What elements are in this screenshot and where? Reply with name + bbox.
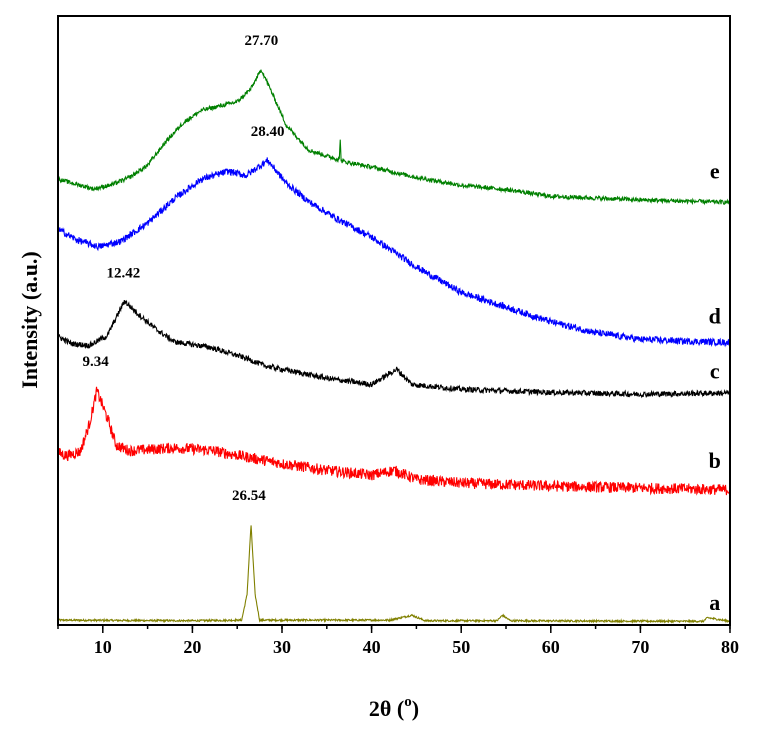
x-tick-label: 70 [631,637,649,657]
series-line-b [57,386,731,496]
series-label-e: e [710,159,720,184]
x-tick-label: 30 [273,637,291,657]
tick-layer: 10 20 30 40 50 60 70 80 [57,625,739,657]
x-tick-label: 10 [94,637,112,657]
series-layer [57,69,731,624]
x-tick-label: 80 [721,637,739,657]
x-tick-label: 20 [183,637,201,657]
annotation-layer: 27.70 28.40 12.42 9.34 26.54 [83,33,285,504]
peak-annotation: 27.70 [245,33,279,49]
peak-annotation: 28.40 [251,124,285,140]
series-label-c: c [710,358,720,383]
plot-frame [57,15,731,626]
series-line-a [57,525,731,624]
peak-annotation: 12.42 [107,265,141,281]
series-label-layer: a b c d e [709,159,721,615]
peak-annotation: 26.54 [232,488,266,504]
series-label-d: d [709,304,721,329]
series-line-d [57,157,731,348]
series-line-c [57,299,731,399]
x-tick-label: 40 [363,637,381,657]
y-axis-label: Intensity (a.u.) [17,251,42,389]
series-label-b: b [709,448,721,473]
x-axis-label: 2θ (o) [369,694,419,721]
series-label-a: a [709,590,720,615]
peak-annotation: 9.34 [83,354,110,370]
series-line-e [57,69,731,206]
x-tick-label: 60 [542,637,560,657]
x-tick-label: 50 [452,637,470,657]
